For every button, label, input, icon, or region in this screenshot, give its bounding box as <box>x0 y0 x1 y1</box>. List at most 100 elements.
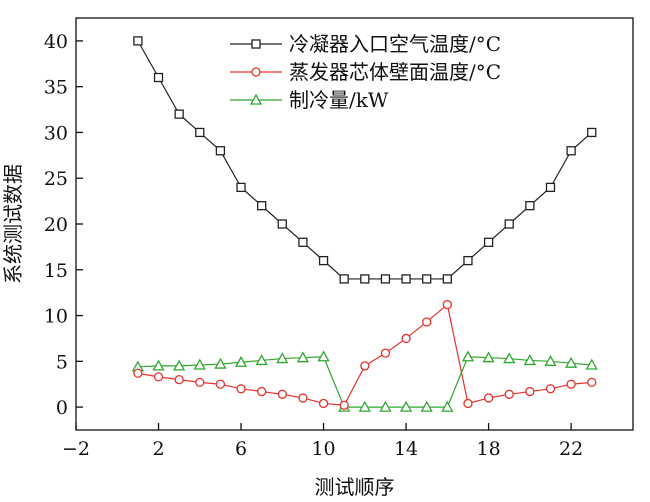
legend-entry: 制冷量/kW <box>230 88 389 112</box>
x-tick-label: 6 <box>235 438 247 460</box>
data-point <box>174 109 184 119</box>
data-point <box>545 384 556 394</box>
legend-label: 制冷量/kW <box>289 88 389 112</box>
data-point <box>317 350 330 362</box>
data-point <box>566 146 576 156</box>
data-point <box>504 219 514 229</box>
data-point <box>503 352 516 364</box>
data-point <box>195 127 205 138</box>
data-point <box>152 359 165 371</box>
data-point <box>318 398 329 409</box>
data-point <box>214 357 227 369</box>
y-tick-label: 40 <box>44 31 68 53</box>
legend-entry: 冷凝器入口空气温度/°C <box>230 32 501 56</box>
data-point <box>195 377 205 388</box>
data-point <box>585 358 598 370</box>
data-point <box>525 201 535 211</box>
y-tick-label: 35 <box>44 77 68 99</box>
y-axis-title: 系统测试数据 <box>1 164 25 284</box>
data-point <box>504 389 514 399</box>
data-point <box>442 299 452 310</box>
axes: −2 2 6 10 14 18 22 0 5 10 15 20 25 30 35 40 <box>44 17 634 460</box>
data-point <box>545 182 556 193</box>
x-tick-label: 18 <box>476 438 500 460</box>
data-point <box>422 317 432 327</box>
legend: 冷凝器入口空气温度/°C 蒸发器芯体壁面温度/°C 制冷量/kW <box>230 32 501 112</box>
data-point <box>257 201 267 211</box>
legend-entry: 蒸发器芯体壁面温度/°C <box>230 60 501 84</box>
data-point <box>193 358 206 370</box>
series-line <box>137 303 592 406</box>
data-point <box>174 374 184 385</box>
data-point <box>523 354 536 366</box>
data-point <box>442 274 452 284</box>
data-point <box>255 354 268 366</box>
data-point <box>249 93 263 105</box>
data-point <box>153 372 164 382</box>
data-point <box>525 386 535 397</box>
data-point <box>276 352 289 364</box>
y-tick-label: 5 <box>56 351 68 373</box>
data-point <box>463 398 473 409</box>
data-point <box>483 237 494 247</box>
y-tick-label: 10 <box>44 306 68 328</box>
data-point <box>318 255 329 266</box>
data-point <box>234 355 248 367</box>
data-point <box>251 67 261 77</box>
data-point <box>587 377 597 388</box>
y-tick-label: 20 <box>44 214 68 236</box>
data-point <box>257 386 267 397</box>
x-tick-label: 14 <box>394 438 418 460</box>
data-point <box>277 219 287 229</box>
data-point <box>215 379 226 389</box>
series-triangle <box>131 350 598 412</box>
series-circle <box>133 299 597 410</box>
x-tick-label: 22 <box>559 438 583 460</box>
data-point <box>215 146 226 156</box>
x-tick-label: −2 <box>62 438 90 460</box>
data-point <box>277 389 287 399</box>
data-point <box>133 36 143 46</box>
data-point <box>236 384 246 394</box>
data-point <box>401 333 411 344</box>
data-point <box>544 354 557 366</box>
data-point <box>380 274 391 284</box>
y-tick-label: 30 <box>44 122 68 144</box>
data-point <box>251 39 261 49</box>
data-point <box>133 368 143 378</box>
data-point <box>587 127 597 138</box>
data-point <box>401 274 411 284</box>
data-point <box>565 356 578 368</box>
series-layer <box>131 36 598 412</box>
data-point <box>296 351 310 363</box>
data-point <box>298 393 308 403</box>
y-tick-label: 0 <box>56 397 68 419</box>
data-point <box>339 274 349 284</box>
data-point <box>153 72 164 83</box>
y-tick-label: 15 <box>44 260 68 282</box>
y-tick-label: 25 <box>44 168 68 190</box>
x-axis-title: 测试顺序 <box>315 475 395 499</box>
legend-label: 蒸发器芯体壁面温度/°C <box>289 60 501 84</box>
data-point <box>463 255 473 266</box>
data-point <box>422 274 432 284</box>
data-point <box>483 393 494 403</box>
data-point <box>379 400 392 412</box>
data-point <box>441 400 454 412</box>
data-point <box>380 348 391 358</box>
data-point <box>420 400 433 412</box>
x-tick-label: 10 <box>311 438 335 460</box>
x-tick-label: 2 <box>152 438 164 460</box>
data-point <box>360 274 370 284</box>
legend-label: 冷凝器入口空气温度/°C <box>289 32 501 56</box>
data-point <box>339 400 349 410</box>
data-point <box>461 350 475 362</box>
data-point <box>482 351 495 363</box>
data-point <box>173 359 186 371</box>
series-square <box>133 36 597 284</box>
data-point <box>566 379 576 389</box>
data-point <box>236 182 246 193</box>
data-point <box>360 361 370 371</box>
data-point <box>399 400 413 412</box>
